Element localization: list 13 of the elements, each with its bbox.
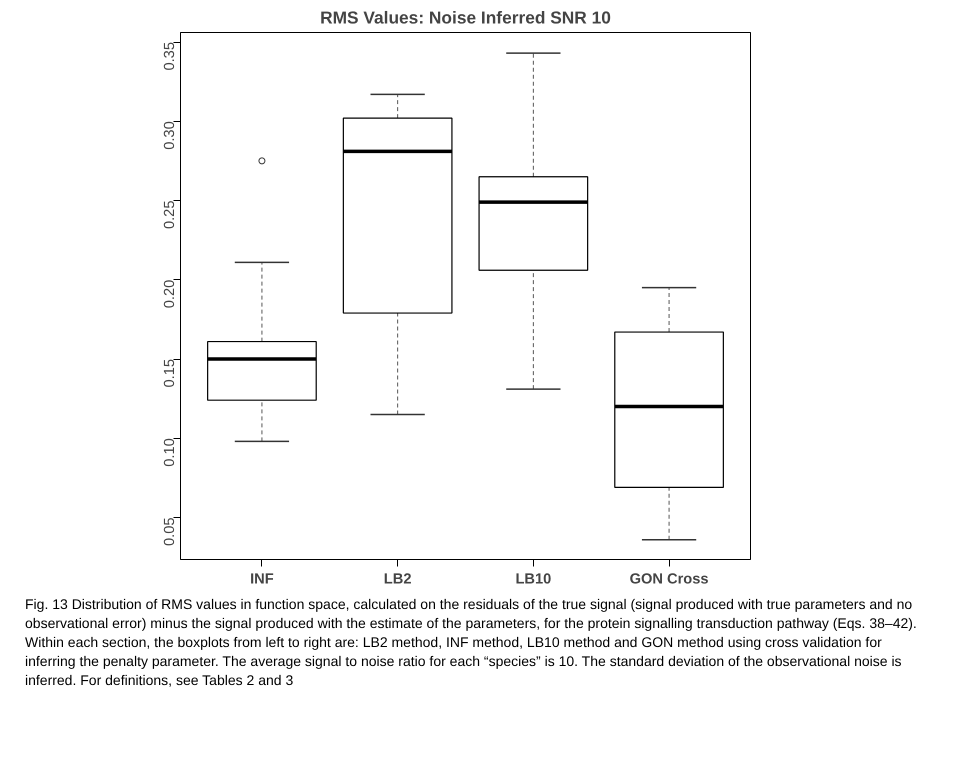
y-tick-label: 0.15 xyxy=(162,358,178,388)
x-tick-label: LB10 xyxy=(515,572,552,588)
x-tick-label: LB2 xyxy=(384,572,412,588)
x-tick-label: GON Cross xyxy=(630,572,709,588)
y-tick-label: 0.35 xyxy=(162,42,178,71)
x-tick-label: INF xyxy=(250,572,274,588)
y-tick-label: 0.30 xyxy=(162,121,178,150)
caption: Fig. 13 Distribution of RMS values in function space, calculated on the residuals of the true signal (signal produced with true parameters and no observational error) minus the signal produced with the estimate of the parameters, for the protein signalling transduction pathway (Eqs. 38–42). Within each section, the boxplots from left to right are: LB2 method, INF method, LB10 method and GON method using cross validation for inferring the penalty parameter. The average signal to noise ratio for each “species” is 10. The standard deviation of the observational noise is inferred. For definitions, see Tables 2 and 3 xyxy=(25,595,918,690)
y-tick-label: 0.25 xyxy=(162,200,178,230)
chart-title: RMS Values: Noise Inferred SNR 10 xyxy=(320,8,611,28)
y-tick-label: 0.10 xyxy=(162,438,178,467)
y-tick-label: 0.20 xyxy=(162,280,178,308)
y-tick-label: 0.05 xyxy=(162,517,178,546)
